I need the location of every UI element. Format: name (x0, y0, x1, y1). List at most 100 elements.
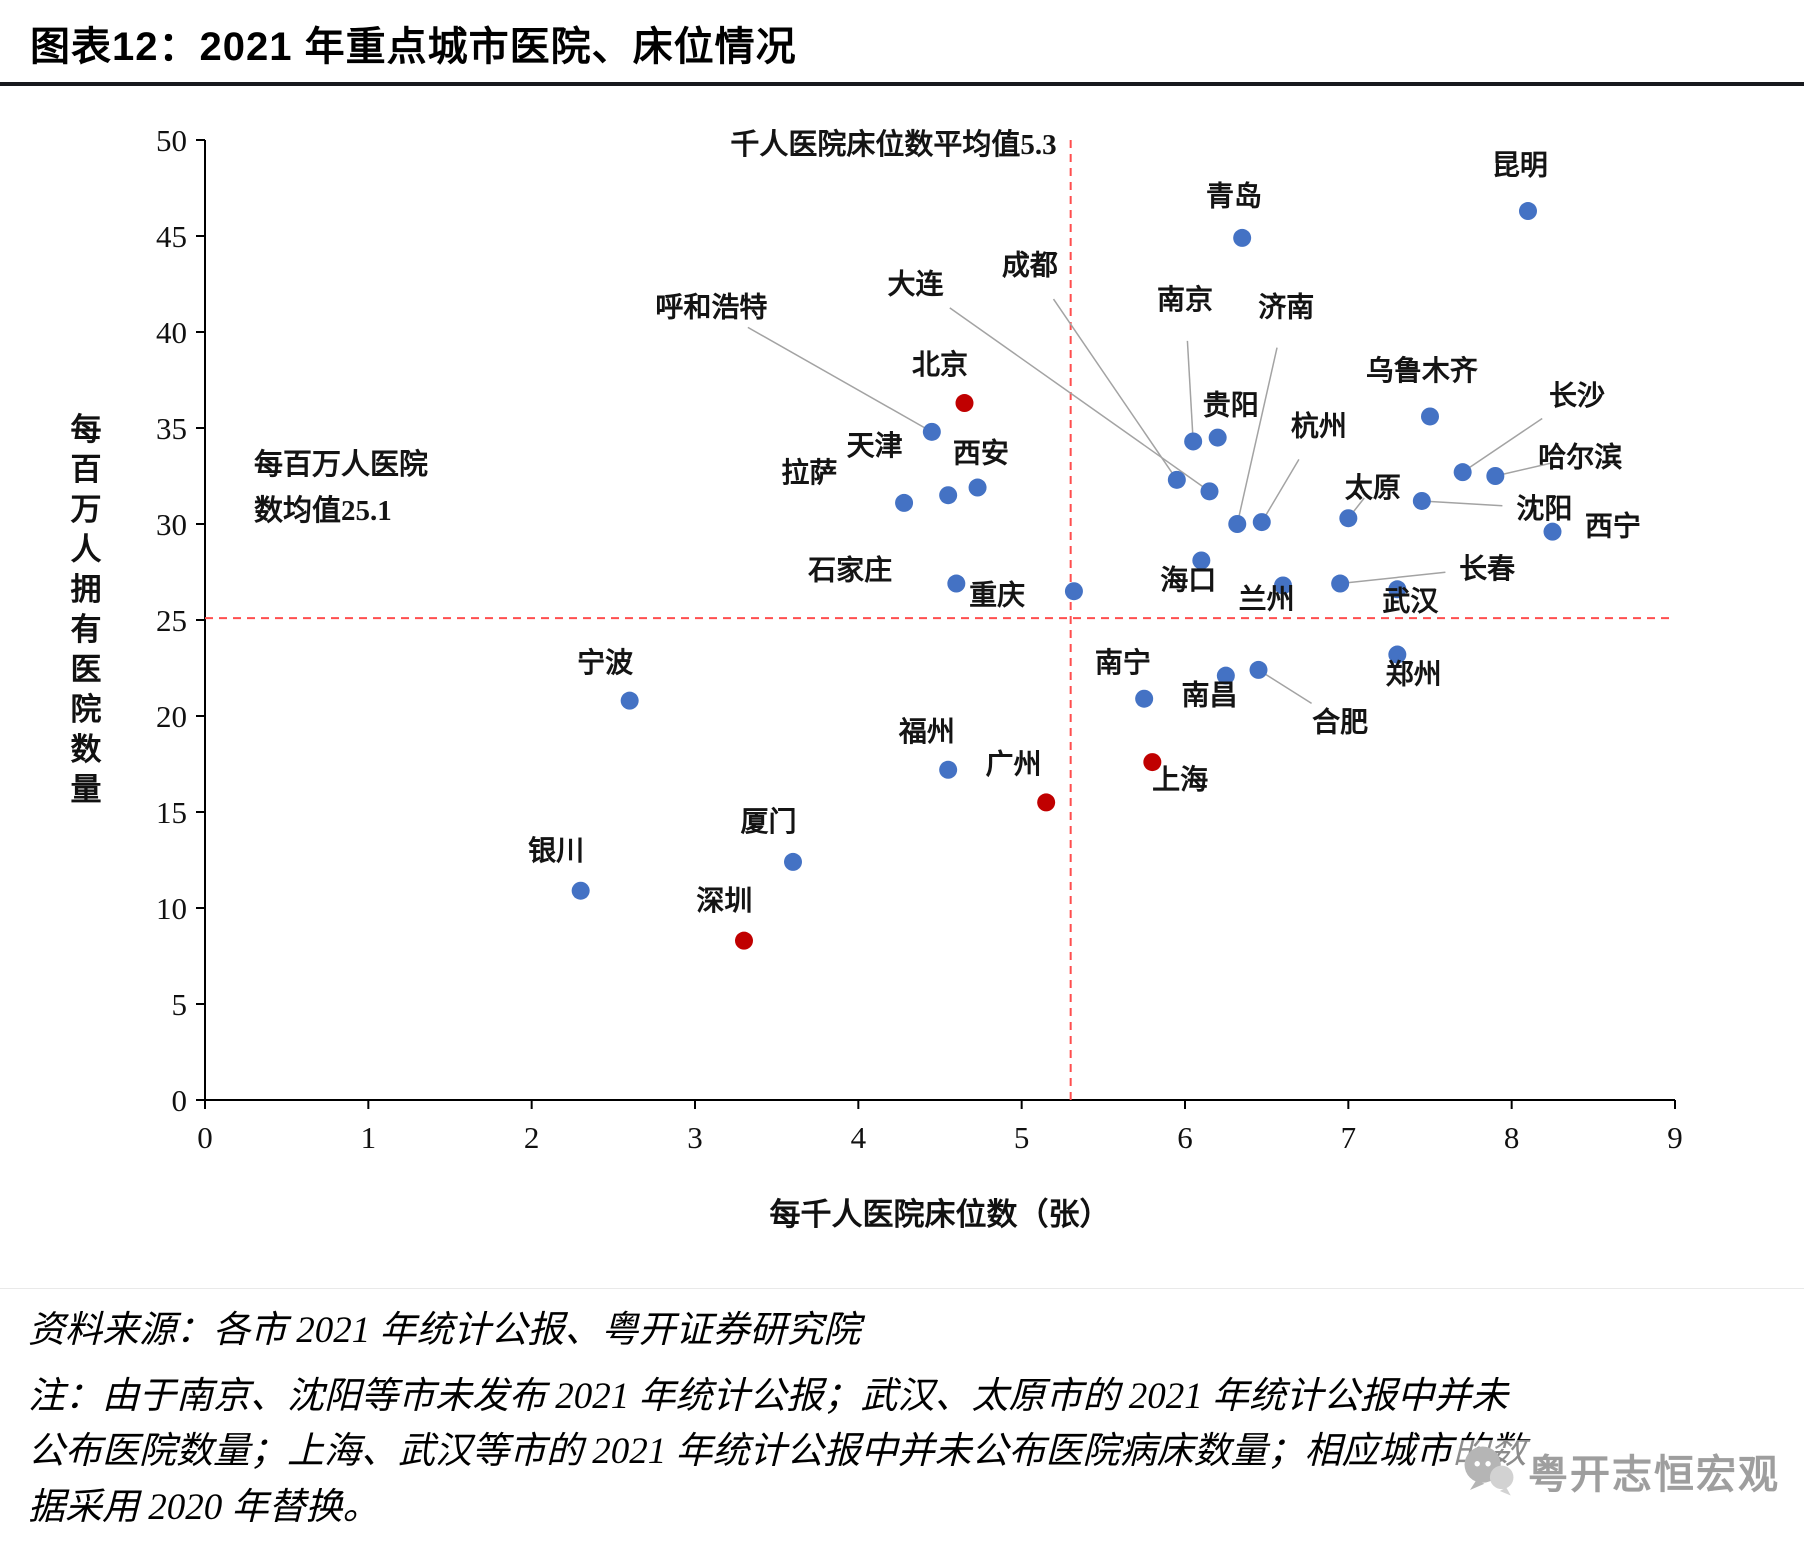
city-label: 上海 (1152, 764, 1208, 796)
scatter-point (1233, 228, 1252, 247)
leader-line (1462, 417, 1543, 473)
chart-svg: 0 1 2 3 4 5 6 7 8 905101520253035404550每千人医院床位数（张… (71, 123, 1683, 1232)
city-label: 青岛 (1206, 179, 1262, 212)
x-axis-title: 每千人医院床位数（张） (770, 1197, 1111, 1232)
leader-line (1495, 462, 1551, 477)
scatter-point (1208, 428, 1227, 447)
city-label: 西安 (953, 438, 1009, 470)
scatter-point (922, 422, 941, 441)
scatter-point (1339, 509, 1358, 528)
city-label: 太原 (1345, 472, 1401, 504)
y-axis-title-char: 数 (71, 732, 102, 767)
city-label: 深圳 (696, 885, 752, 917)
y-tick-label: 25 (156, 603, 187, 638)
leader-line (1261, 459, 1300, 523)
y-axis-title-char: 百 (71, 452, 102, 487)
watermark: 粤开志恒宏观 (1452, 1440, 1788, 1502)
y-tick-label: 10 (156, 891, 187, 926)
city-label: 广州 (985, 749, 1041, 781)
chat-bubbles-icon (1464, 1446, 1514, 1496)
scatter-point (895, 493, 914, 512)
x-tick-label: 2 (524, 1120, 540, 1155)
scatter-point (1064, 582, 1083, 601)
y-axis-title-char: 医 (71, 652, 102, 687)
source-text: 资料来源：各市 2021 年统计公报、粤开证券研究院 (28, 1310, 861, 1351)
mean-y-annotation-line1: 每百万人医院 (254, 447, 428, 481)
leader-line (1421, 500, 1503, 507)
city-label: 武汉 (1382, 585, 1439, 617)
y-tick-label: 50 (156, 123, 187, 158)
leader-line (1052, 298, 1178, 481)
city-label: 大连 (887, 269, 944, 301)
leader-line (1236, 347, 1278, 525)
y-tick-label: 15 (156, 795, 187, 830)
scatter-point (1486, 467, 1505, 485)
scatter-point (955, 394, 974, 413)
figure-title: 图表12：2021 年重点城市医院、床位情况 (30, 25, 797, 69)
note-line: 注：由于南京、沈阳等市未发布 2021 年统计公报；武汉、太原市的 2021 年… (28, 1375, 1508, 1417)
y-axis-title-char: 量 (71, 772, 102, 807)
scatter-point (571, 881, 590, 900)
city-label: 成都 (1002, 249, 1058, 281)
y-tick-label: 30 (156, 507, 187, 542)
scatter-point (1143, 753, 1162, 772)
note-line: 公布医院数量；上海、武汉等市的 2021 年统计公报中并未公布医院病床数量；相应… (28, 1431, 1527, 1472)
city-label: 南昌 (1181, 679, 1237, 711)
y-tick-label: 40 (156, 315, 187, 350)
y-axis-title-char: 有 (71, 612, 102, 647)
watermark-text: 粤开志恒宏观 (1528, 1453, 1780, 1497)
y-tick-label: 45 (156, 219, 187, 254)
x-tick-label: 8 (1504, 1120, 1520, 1155)
scatter-point (1543, 522, 1562, 541)
city-label: 海口 (1160, 564, 1216, 596)
scatter-point (1249, 660, 1268, 679)
leader-line (949, 307, 1210, 492)
city-label: 北京 (912, 348, 968, 381)
city-label: 杭州 (1291, 410, 1347, 443)
y-axis-title-char: 万 (71, 492, 102, 527)
y-tick-label: 35 (156, 411, 187, 446)
scatter-chart: 0 1 2 3 4 5 6 7 8 9 0 5 10 15 20 25 30 35 40 45 50 每千人医院床位数（张… (0, 90, 1804, 1270)
figure-footer: 资料来源：各市 2021 年统计公报、粤开证券研究院 注：由于南京、沈阳等市未发… (0, 1288, 1804, 1535)
scatter-point (1167, 470, 1186, 489)
scatter-point (1200, 482, 1219, 501)
scatter-point (1519, 202, 1537, 221)
city-label: 哈尔滨 (1538, 441, 1622, 473)
y-tick-label: 20 (156, 699, 187, 734)
city-label: 西宁 (1585, 510, 1641, 543)
x-tick-label: 4 (851, 1120, 867, 1155)
x-tick-label: 0 (197, 1120, 213, 1155)
city-label: 宁波 (577, 646, 634, 679)
scatter-point (1228, 515, 1247, 533)
y-axis-title-char: 每 (71, 412, 102, 447)
scatter-point (1421, 407, 1439, 426)
city-label: 贵阳 (1203, 390, 1259, 422)
city-label: 南京 (1157, 283, 1213, 316)
scatter-point (939, 760, 958, 779)
leader-line (1186, 340, 1194, 442)
scatter-point (1412, 491, 1431, 510)
city-label: 沈阳 (1516, 493, 1572, 525)
scatter-point (1274, 576, 1292, 595)
note-block: 注：由于南京、沈阳等市未发布 2021 年统计公报；武汉、太原市的 2021 年… (28, 1369, 1776, 1536)
scatter-point (1037, 793, 1056, 812)
scatter-point (947, 574, 966, 593)
y-tick-label: 0 (172, 1083, 188, 1118)
scatter-point (620, 691, 639, 710)
city-label: 昆明 (1492, 151, 1548, 182)
scatter-point (1135, 689, 1154, 708)
city-label: 呼和浩特 (655, 292, 767, 324)
city-label: 长沙 (1549, 380, 1605, 412)
city-label: 福州 (898, 716, 955, 748)
city-label: 天津 (847, 430, 903, 462)
city-label: 合肥 (1312, 705, 1368, 738)
scatter-point (1388, 645, 1407, 664)
x-tick-label: 1 (361, 1120, 377, 1155)
city-label: 厦门 (740, 806, 796, 838)
city-label: 拉萨 (781, 456, 837, 489)
scatter-point (939, 486, 958, 505)
y-axis-title-char: 拥 (71, 572, 102, 607)
leader-line (1258, 669, 1312, 704)
leader-line (747, 326, 933, 433)
